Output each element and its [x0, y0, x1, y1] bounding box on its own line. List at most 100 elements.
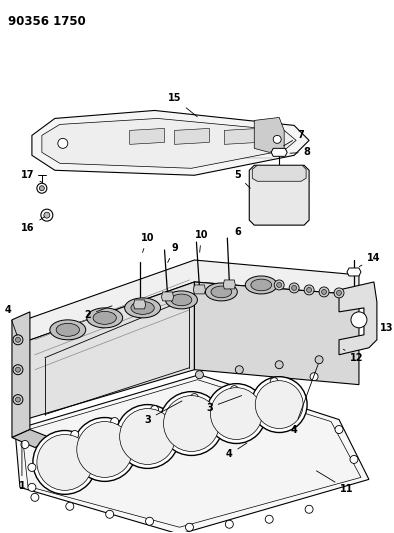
Circle shape: [111, 417, 119, 425]
Text: 16: 16: [21, 217, 45, 233]
Polygon shape: [224, 128, 259, 144]
Polygon shape: [194, 282, 359, 385]
Circle shape: [33, 431, 97, 494]
Text: 2: 2: [84, 306, 112, 320]
Text: 4: 4: [5, 305, 17, 335]
Circle shape: [106, 510, 113, 518]
Text: 11: 11: [316, 471, 354, 494]
Circle shape: [195, 370, 203, 378]
Polygon shape: [249, 165, 309, 225]
Polygon shape: [42, 118, 296, 168]
Circle shape: [186, 523, 193, 531]
Circle shape: [292, 286, 297, 290]
Polygon shape: [175, 128, 209, 144]
Text: 15: 15: [168, 93, 197, 117]
Text: 3: 3: [144, 401, 182, 425]
Circle shape: [13, 394, 23, 405]
Polygon shape: [339, 282, 377, 355]
Text: 4: 4: [291, 365, 318, 434]
Circle shape: [289, 283, 299, 293]
Text: 7: 7: [284, 131, 305, 146]
Circle shape: [190, 394, 199, 401]
Circle shape: [73, 417, 137, 481]
Circle shape: [41, 209, 53, 221]
Text: 5: 5: [234, 170, 250, 188]
Circle shape: [71, 431, 79, 439]
Ellipse shape: [205, 283, 237, 301]
Text: 8: 8: [290, 147, 310, 157]
Polygon shape: [130, 128, 165, 144]
Ellipse shape: [93, 311, 116, 325]
Circle shape: [160, 392, 223, 456]
Polygon shape: [254, 117, 284, 152]
Circle shape: [265, 515, 273, 523]
Circle shape: [145, 517, 154, 525]
Circle shape: [334, 288, 344, 298]
Text: 4: 4: [226, 443, 247, 459]
Circle shape: [210, 387, 262, 440]
Circle shape: [37, 183, 47, 193]
Circle shape: [28, 463, 36, 471]
Circle shape: [13, 365, 23, 375]
Circle shape: [336, 290, 342, 295]
Circle shape: [277, 282, 282, 287]
Circle shape: [164, 395, 219, 451]
Circle shape: [58, 139, 68, 148]
Circle shape: [77, 422, 133, 478]
Circle shape: [230, 386, 238, 394]
Circle shape: [28, 483, 36, 491]
Circle shape: [255, 381, 303, 429]
Circle shape: [39, 185, 45, 191]
Circle shape: [270, 378, 278, 386]
Text: 10: 10: [141, 233, 154, 253]
Text: 17: 17: [21, 170, 42, 182]
Circle shape: [319, 287, 329, 297]
Circle shape: [15, 367, 20, 372]
Circle shape: [251, 377, 307, 432]
Circle shape: [15, 397, 20, 402]
Circle shape: [37, 434, 93, 490]
Text: 6: 6: [234, 227, 241, 237]
Polygon shape: [223, 280, 235, 289]
Circle shape: [13, 335, 23, 345]
Circle shape: [351, 312, 367, 328]
Circle shape: [322, 289, 327, 294]
Circle shape: [120, 409, 175, 464]
Circle shape: [44, 212, 50, 218]
Polygon shape: [25, 260, 359, 342]
Circle shape: [274, 280, 284, 290]
Ellipse shape: [125, 298, 160, 318]
Ellipse shape: [50, 320, 86, 340]
Circle shape: [21, 440, 29, 448]
Text: 12: 12: [343, 349, 364, 363]
Circle shape: [15, 337, 20, 342]
Ellipse shape: [171, 294, 192, 306]
Ellipse shape: [245, 276, 277, 294]
Ellipse shape: [211, 286, 232, 298]
Text: 3: 3: [206, 395, 242, 413]
Ellipse shape: [251, 279, 271, 291]
Circle shape: [225, 520, 233, 528]
Polygon shape: [347, 268, 361, 276]
Circle shape: [116, 405, 180, 469]
Circle shape: [305, 505, 313, 513]
Text: 90356 1750: 90356 1750: [8, 15, 86, 28]
Ellipse shape: [87, 308, 123, 328]
Polygon shape: [12, 312, 30, 438]
Polygon shape: [193, 285, 205, 294]
Ellipse shape: [56, 324, 80, 336]
Circle shape: [151, 406, 158, 414]
Polygon shape: [22, 379, 361, 527]
Polygon shape: [134, 300, 145, 309]
Polygon shape: [252, 165, 306, 181]
Circle shape: [310, 373, 318, 381]
Polygon shape: [15, 375, 369, 533]
Text: 1: 1: [19, 442, 25, 491]
Circle shape: [335, 425, 343, 433]
Ellipse shape: [131, 301, 154, 314]
Circle shape: [275, 361, 283, 369]
Polygon shape: [25, 282, 194, 419]
Circle shape: [235, 366, 243, 374]
Polygon shape: [12, 430, 55, 448]
Text: 10: 10: [195, 230, 208, 252]
